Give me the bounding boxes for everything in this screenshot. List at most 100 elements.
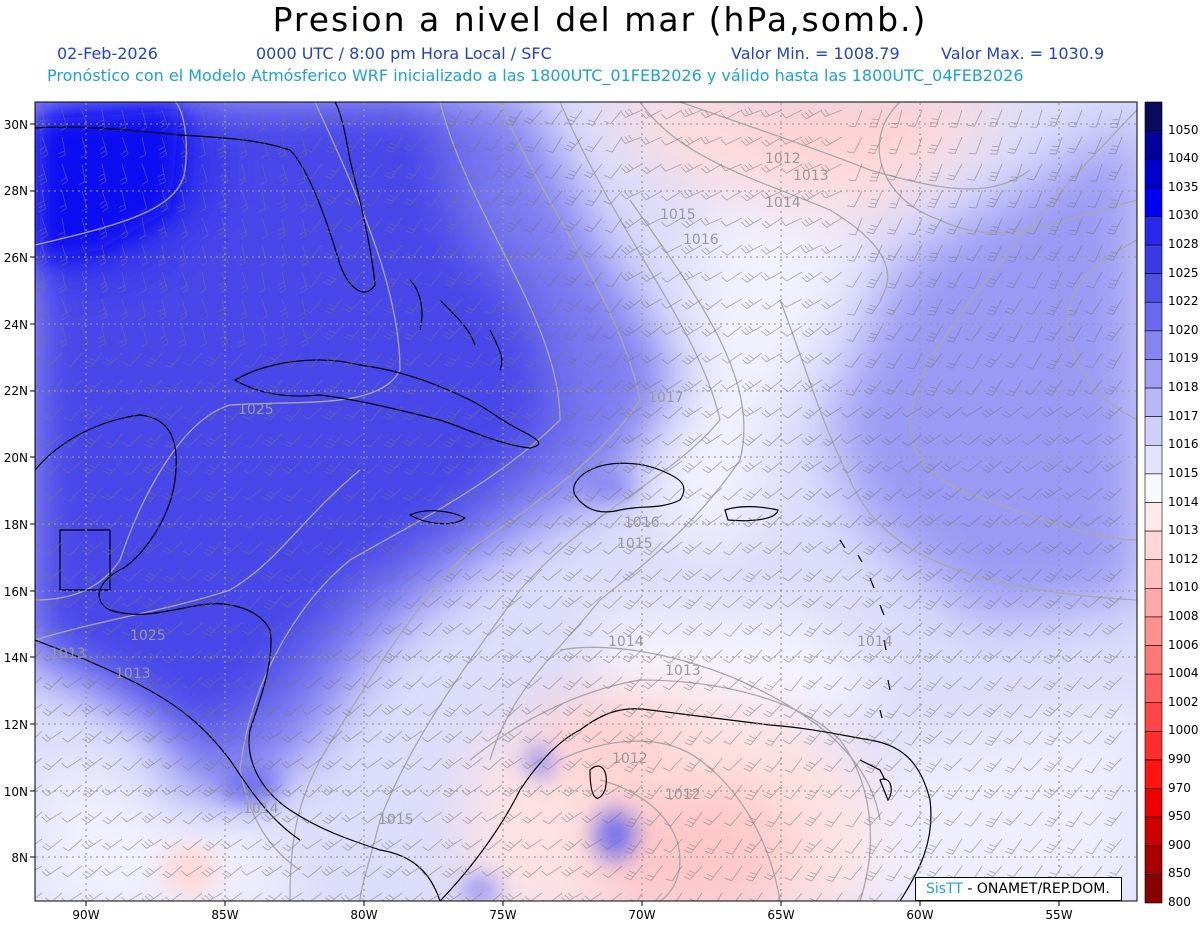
svg-text:1013: 1013	[793, 168, 829, 184]
colorbar-label: 1030	[1168, 208, 1199, 223]
colorbar-swatch	[1144, 759, 1163, 789]
colorbar-swatch	[1144, 616, 1163, 646]
colorbar-label: 950	[1168, 809, 1191, 824]
colorbar-swatch	[1144, 473, 1163, 503]
colorbar-swatch	[1144, 444, 1163, 475]
svg-text:1012: 1012	[665, 787, 701, 803]
colorbar-label: 1008	[1168, 608, 1199, 623]
svg-text:20N: 20N	[4, 451, 28, 465]
svg-text:16N: 16N	[4, 585, 28, 599]
colorbar-swatch	[1144, 731, 1163, 761]
pressure-shading: 1012 1013 1014 1015 1016 1017 1025 1025 …	[35, 102, 1137, 901]
colorbar-swatch	[1144, 101, 1163, 131]
colorbar-label: 1006	[1168, 637, 1199, 652]
colorbar-swatch	[1144, 588, 1163, 618]
colorbar-label: 1014	[1168, 494, 1199, 509]
svg-text:70W: 70W	[628, 908, 655, 922]
colorbar-swatch	[1144, 187, 1163, 217]
svg-text:1013: 1013	[115, 666, 151, 682]
colorbar-swatch	[1144, 673, 1163, 704]
colorbar-label: 1017	[1168, 408, 1199, 423]
svg-text:90W: 90W	[72, 908, 99, 922]
latitude-labels: 30N 28N 26N 24N 22N 20N 18N 16N 14N 12N …	[4, 118, 28, 865]
svg-text:28N: 28N	[4, 184, 28, 198]
colorbar-label: 1015	[1168, 465, 1199, 480]
svg-text:85W: 85W	[211, 908, 238, 922]
colorbar-label: 1004	[1168, 666, 1199, 681]
svg-text:1014: 1014	[243, 801, 279, 817]
colorbar-swatch	[1144, 301, 1163, 332]
svg-text:18N: 18N	[4, 518, 28, 532]
colorbar-swatch	[1144, 244, 1163, 274]
colorbar-swatch	[1144, 359, 1163, 389]
svg-text:1015: 1015	[617, 536, 653, 552]
colorbar-label: 900	[1168, 837, 1191, 852]
svg-text:80W: 80W	[350, 908, 377, 922]
colorbar-swatch	[1144, 788, 1163, 818]
colorbar-label: 1019	[1168, 351, 1199, 366]
sistt-logo: SisTT	[926, 881, 963, 897]
svg-text:1014: 1014	[765, 195, 801, 211]
svg-text:1025: 1025	[130, 628, 166, 644]
colorbar-label: 1025	[1168, 265, 1199, 280]
longitude-labels: 90W 85W 80W 75W 70W 65W 60W 55W	[72, 908, 1072, 922]
colorbar-swatch	[1144, 559, 1163, 589]
svg-text:30N: 30N	[4, 118, 28, 132]
colorbar-swatch	[1144, 702, 1163, 732]
max-value: Valor Max. = 1030.9	[941, 44, 1105, 63]
credit-box: SisTT - ONAMET/REP.DOM.	[915, 877, 1122, 901]
svg-text:65W: 65W	[767, 908, 794, 922]
colorbar-label: 1022	[1168, 294, 1199, 309]
valid-date: 02-Feb-2026	[57, 44, 158, 63]
colorbar-swatch	[1144, 874, 1163, 904]
colorbar-swatch	[1144, 845, 1163, 875]
colorbar-label: 800	[1168, 895, 1191, 909]
credit-text: - ONAMET/REP.DOM.	[967, 881, 1110, 897]
svg-text:26N: 26N	[4, 251, 28, 265]
colorbar-swatch	[1144, 158, 1163, 189]
colorbar-swatch	[1144, 387, 1163, 417]
colorbar-label: 990	[1168, 751, 1191, 766]
colorbar-label: 1000	[1168, 723, 1199, 738]
svg-text:1016: 1016	[683, 232, 719, 248]
isobars	[35, 102, 1137, 901]
svg-text:1014: 1014	[608, 634, 644, 650]
svg-text:24N: 24N	[4, 318, 28, 332]
map-frame	[34, 101, 1138, 902]
colorbar-swatch	[1144, 416, 1163, 446]
contour-labels: 1012 1013 1014 1015 1016 1017 1025 1025 …	[50, 151, 893, 828]
svg-text:75W: 75W	[489, 908, 516, 922]
wind-barbs	[35, 107, 1123, 901]
colorbar-label: 1002	[1168, 694, 1199, 709]
colorbar-label: 1012	[1168, 551, 1199, 566]
colorbar-label: 850	[1168, 866, 1191, 881]
colorbar-label: 1013	[1168, 523, 1199, 538]
colorbar-label: 1016	[1168, 437, 1199, 452]
svg-text:1012: 1012	[612, 751, 648, 767]
svg-text:1012: 1012	[765, 151, 801, 167]
svg-text:1013: 1013	[665, 663, 701, 679]
svg-text:1016: 1016	[624, 515, 660, 531]
forecast-info: Pronóstico con el Modelo Atmósferico WRF…	[47, 66, 1024, 85]
colorbar-label: 1040	[1168, 151, 1199, 166]
svg-text:1013: 1013	[50, 646, 86, 662]
svg-text:1025: 1025	[238, 402, 274, 418]
colorbar-label: 970	[1168, 780, 1191, 795]
colorbar-label: 1035	[1168, 179, 1199, 194]
colorbar-label: 1050	[1168, 122, 1199, 137]
svg-text:12N: 12N	[4, 718, 28, 732]
svg-text:22N: 22N	[4, 384, 28, 398]
colorbar-swatch	[1144, 130, 1163, 160]
map-title: Presion a nivel del mar (hPa,somb.)	[272, 0, 928, 39]
colorbar-swatch	[1144, 645, 1163, 675]
colorbar-swatch	[1144, 216, 1163, 246]
colorbar-swatch	[1144, 530, 1163, 561]
colorbar-label: 1020	[1168, 322, 1199, 337]
colorbar-swatch	[1144, 330, 1163, 360]
svg-text:14N: 14N	[4, 651, 28, 665]
svg-text:1017: 1017	[648, 390, 684, 406]
colorbar-label: 1018	[1168, 380, 1199, 395]
svg-text:1015: 1015	[378, 812, 414, 828]
svg-text:10N: 10N	[4, 785, 28, 799]
